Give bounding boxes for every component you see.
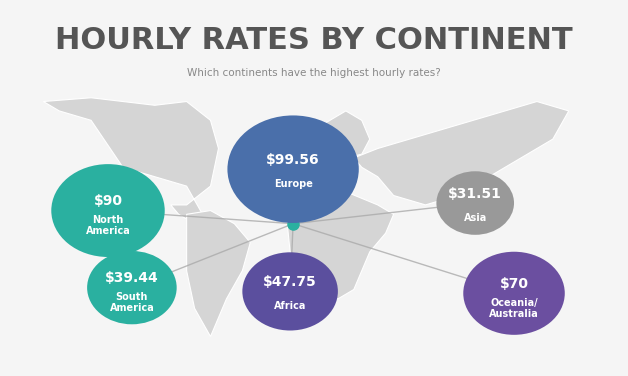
Text: HOURLY RATES BY CONTINENT: HOURLY RATES BY CONTINENT	[55, 26, 573, 55]
Polygon shape	[285, 192, 394, 299]
Text: $70: $70	[499, 277, 529, 291]
Ellipse shape	[463, 252, 565, 335]
Text: Europe: Europe	[274, 179, 313, 189]
Text: Africa: Africa	[274, 302, 306, 311]
Text: South
America: South America	[109, 292, 154, 314]
Text: $39.44: $39.44	[105, 271, 159, 285]
Text: $47.75: $47.75	[263, 275, 317, 289]
Ellipse shape	[242, 252, 338, 331]
Polygon shape	[290, 111, 370, 167]
FancyBboxPatch shape	[21, 79, 607, 357]
Text: Which continents have the highest hourly rates?: Which continents have the highest hourly…	[187, 68, 441, 78]
Polygon shape	[187, 211, 251, 337]
Ellipse shape	[436, 171, 514, 235]
Text: $31.51: $31.51	[448, 186, 502, 201]
Polygon shape	[354, 102, 569, 205]
Text: Asia: Asia	[463, 213, 487, 223]
Polygon shape	[495, 261, 561, 308]
Ellipse shape	[227, 115, 359, 223]
Ellipse shape	[87, 251, 176, 324]
Text: $90: $90	[94, 194, 122, 208]
Ellipse shape	[51, 164, 165, 257]
Text: North
America: North America	[85, 215, 131, 237]
Text: Oceania/
Australia: Oceania/ Australia	[489, 297, 539, 319]
Polygon shape	[43, 98, 219, 224]
Text: $99.56: $99.56	[266, 153, 320, 167]
